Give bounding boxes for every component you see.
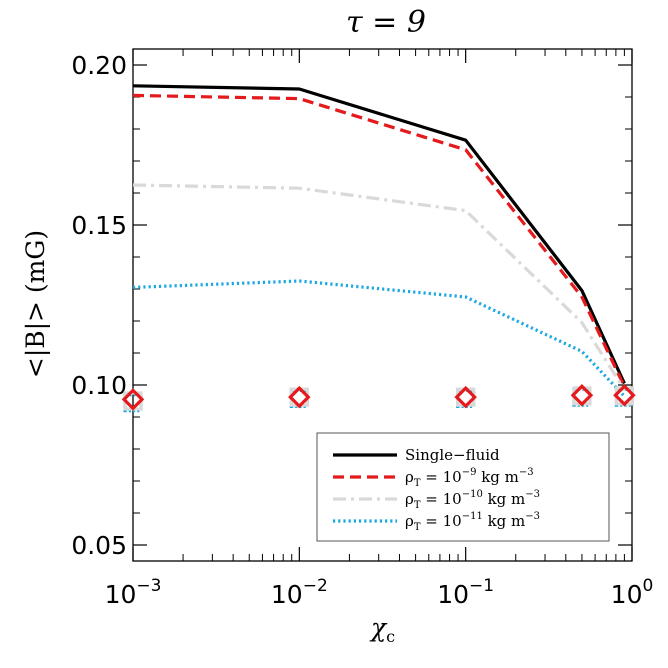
series-line-1 [132,84,626,385]
x-tick-label: 10−2 [271,576,328,609]
y-tick-label: 0.05 [71,531,127,560]
series-group [132,84,626,398]
legend-label: ρT = 10−9 kg m−3 [405,467,534,489]
plot-frame [132,48,633,562]
diamond-marker [570,383,594,407]
y-tick-label: 0.10 [71,371,127,400]
markers-group [121,383,636,413]
diamond-marker [288,385,311,409]
legend-label: ρT = 10−11 kg m−3 [405,511,540,533]
x-axis-label: χc [369,613,395,646]
x-tick-label: 100 [611,576,654,609]
series-line-2 [132,93,626,388]
y-tick-label: 0.15 [71,211,127,240]
x-tick-label: 10−1 [437,576,494,609]
diamond-marker [613,383,636,407]
axes-group: 10−3 10−2 10−1 100 0.05 0.10 0.15 0.20 [71,48,654,609]
legend-label: Single−fluid [405,446,500,464]
chart-title: τ = 9 [346,5,426,40]
y-axis-label: <|B|> (mG) [21,230,51,378]
diamond-marker [454,385,477,409]
legend-box [316,432,610,542]
legend: Single−fluid ρT = 10−9 kg m−3ρT = 10−10 k… [316,432,610,542]
diamond-marker [121,388,145,411]
series-line-4 [132,279,626,398]
y-tick-label: 0.20 [71,51,127,80]
series-line-3 [132,183,626,391]
x-tick-label: 10−3 [105,576,162,609]
legend-label: ρT = 10−10 kg m−3 [405,489,540,511]
